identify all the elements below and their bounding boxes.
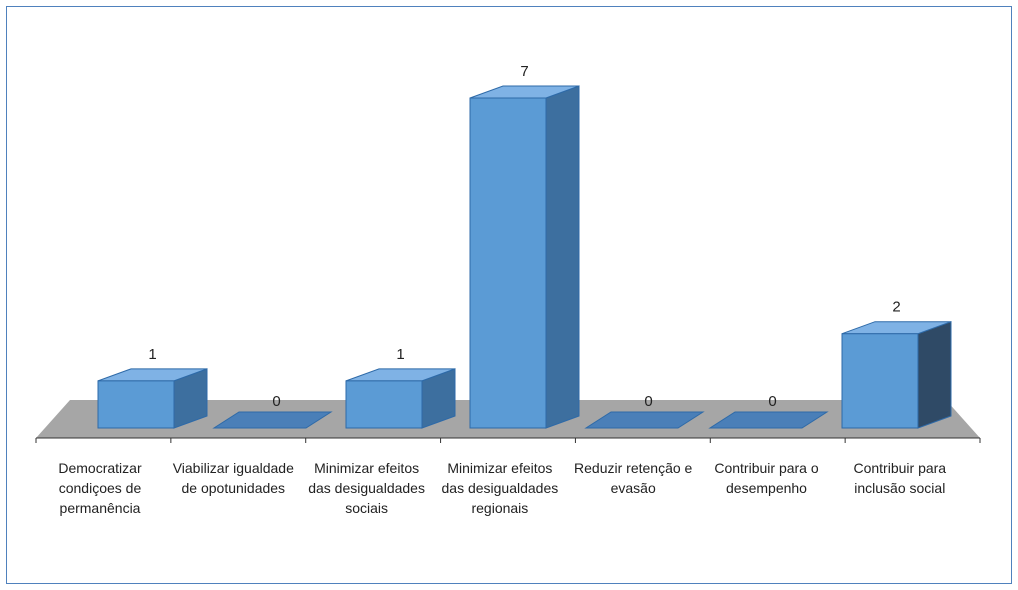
data-label: 1 xyxy=(396,346,404,363)
data-label: 2 xyxy=(892,299,900,316)
data-label: 7 xyxy=(520,63,528,80)
x-tick-label: Contribuir para o desempenho xyxy=(714,460,819,496)
x-tick-label: Contribuir para inclusão social xyxy=(853,460,947,496)
bar-front xyxy=(345,380,423,429)
data-label: 1 xyxy=(148,346,156,363)
bar-front xyxy=(469,97,547,429)
x-tick-label: Reduzir retenção e evasão xyxy=(574,460,693,496)
bar xyxy=(212,411,333,429)
bar-front xyxy=(841,333,919,429)
bar-front xyxy=(97,380,175,429)
bar xyxy=(97,368,208,429)
bar xyxy=(708,411,829,429)
bar-side xyxy=(545,85,580,429)
bar xyxy=(469,85,580,429)
bar xyxy=(345,368,456,429)
bar xyxy=(584,411,705,429)
bar xyxy=(841,321,952,429)
x-tick-label: Minimizar efeitos das desigualdades soci… xyxy=(308,460,425,516)
x-tick-label: Democratizar condiçoes de permanência xyxy=(58,460,142,516)
x-tick-label: Viabilizar igualdade de opotunidades xyxy=(172,460,294,496)
bar-side xyxy=(917,321,952,429)
x-tick-label: Minimizar efeitos das desigualdades regi… xyxy=(441,460,559,516)
data-label: 0 xyxy=(768,393,776,410)
data-label: 0 xyxy=(644,393,652,410)
data-label: 0 xyxy=(272,393,280,410)
